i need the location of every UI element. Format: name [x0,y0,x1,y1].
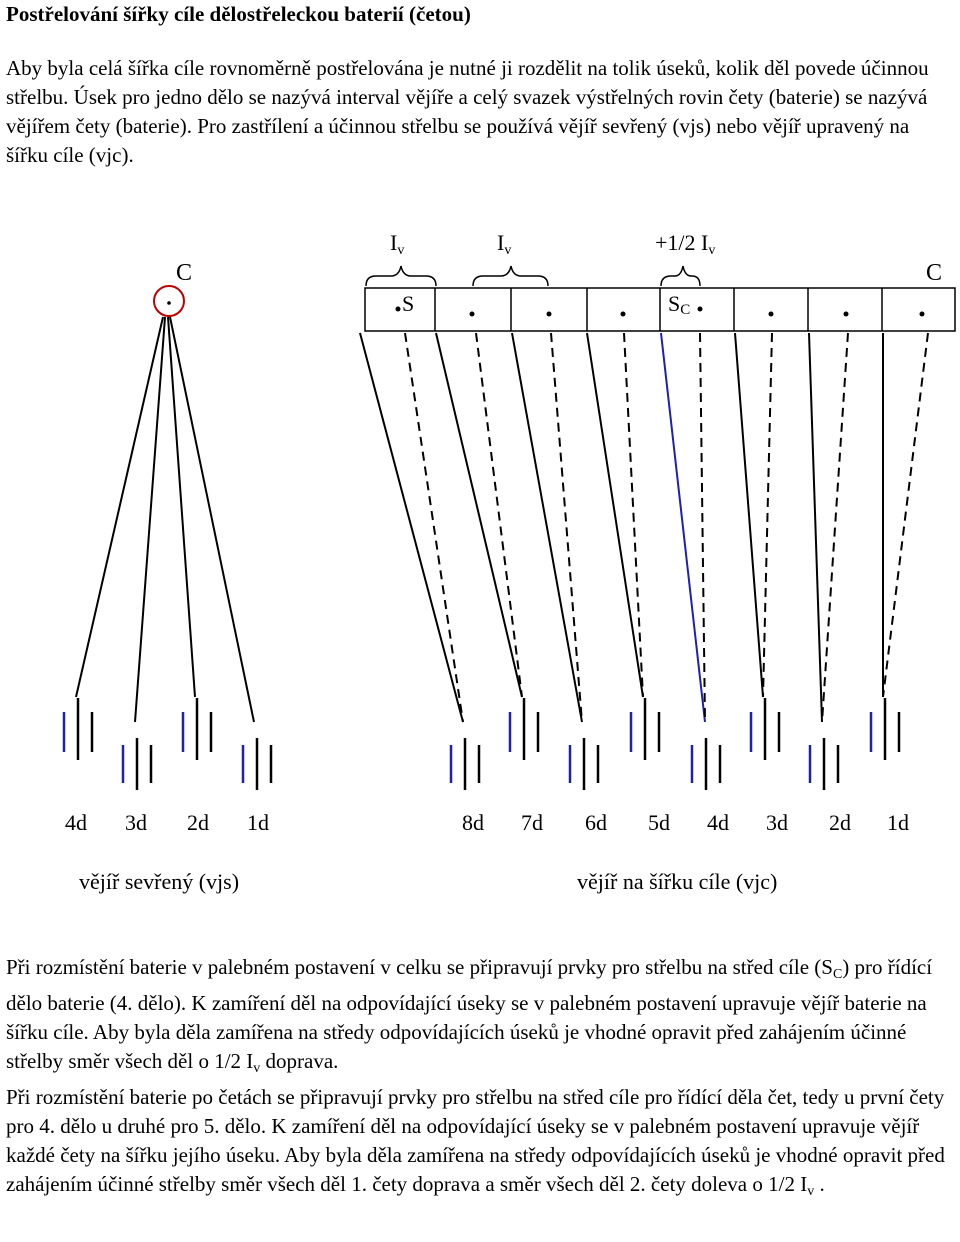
gun-label: 8d [462,810,484,835]
gun-symbol [629,698,661,760]
interval-label: Iv [497,230,511,258]
gun-label: 3d [125,810,147,835]
gun-symbol [181,698,213,760]
paragraph-1: Při rozmístění baterie v palebném postav… [6,955,933,1076]
left-fan-line [167,316,196,698]
fan-line-solid [359,332,464,723]
segment-center-point [620,311,626,317]
left-gun-labels: 4d 3d 2d 1d [65,810,269,835]
half-interval-label: +1/2 Iv [655,230,715,258]
gun-label: 7d [521,810,543,835]
gun-label: 1d [247,810,269,835]
half-interval-brace [660,265,701,287]
fan-line-dashed [882,332,929,698]
fan-line-dashed [762,332,773,698]
fan-line-dashed [475,332,523,698]
fan-line-dashed [821,332,849,723]
segment-center-point [697,306,703,312]
fan-line-dashed [404,332,464,723]
bottom-text: Při rozmístění baterie v palebném postav… [6,953,954,1206]
gun-symbol [568,738,600,790]
gun-label: 4d [65,810,87,835]
fan-line-solid [435,332,523,698]
fan-line-solid [511,332,583,723]
fan-line-solid [734,332,764,698]
fan-line-solid [808,332,823,723]
fan-line-highlight [660,332,706,723]
paragraph-2: Při rozmístění baterie po četách se přip… [6,1085,945,1199]
gun-symbol [241,738,273,790]
segment-center-point [546,311,552,317]
interval-brace [472,265,549,287]
left-fan-line [75,316,164,698]
gun-label: 1d [887,810,909,835]
sc-label: SC [668,291,690,318]
fan-line-dashed [623,332,644,698]
gun-symbol [690,738,722,790]
segment-center-point [919,311,925,317]
page-title: Postřelování šířky cíle dělostřeleckou b… [6,2,471,26]
gun-label: 2d [187,810,209,835]
left-fan-line [134,316,166,723]
left-guns [62,698,273,790]
right-guns [449,698,901,790]
fan-line-dashed [699,332,706,723]
gun-label: 4d [707,810,729,835]
gun-symbol [508,698,540,760]
segment-center-point [469,311,475,317]
fan-line-solid [586,332,644,698]
left-target-circle [153,285,185,317]
gun-symbol [62,698,94,760]
gun-symbol [121,738,153,790]
left-fan-line [169,316,255,723]
gun-label: 6d [585,810,607,835]
right-target-label: C [926,260,942,286]
interval-label: Iv [390,230,404,258]
gun-symbol [808,738,840,790]
segment-center-point [843,311,849,317]
gun-symbol [869,698,901,760]
gun-label: 3d [766,810,788,835]
interval-labels: Iv Iv +1/2 Iv [365,230,715,287]
target-width-fan [359,332,929,723]
left-caption: vějíř sevřený (vjs) [79,869,239,894]
target-segments: S SC C [364,260,956,332]
gun-symbol [449,738,481,790]
right-gun-labels: 8d 7d 6d 5d 4d 3d 2d 1d [462,810,909,835]
fan-line-dashed [550,332,583,723]
s-label: S [402,291,414,316]
segment-center-point [768,311,774,317]
left-target-label: C [176,260,192,286]
segment-center-point [395,306,401,312]
right-caption: vějíř na šířku cíle (vjc) [577,869,777,894]
closed-fan: C [75,260,255,723]
intro-paragraph: Aby byla celá šířka cíle rovnoměrně post… [6,56,929,167]
gun-label: 2d [829,810,851,835]
gun-label: 5d [648,810,670,835]
left-target-point [167,301,171,305]
gun-symbol [749,698,781,760]
interval-brace [365,265,437,287]
